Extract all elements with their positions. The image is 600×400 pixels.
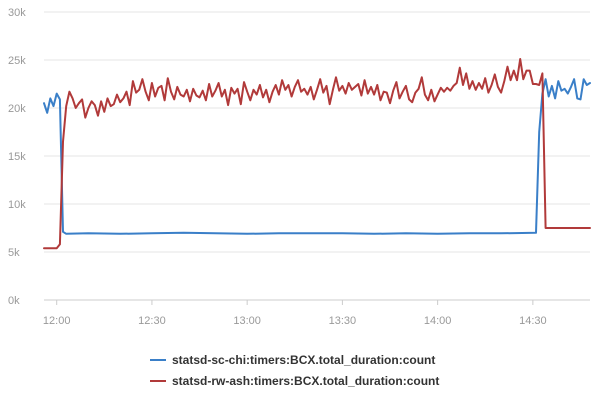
y-tick-label: 25k <box>8 55 26 67</box>
y-tick-label: 0k <box>8 295 20 307</box>
y-tick-label: 30k <box>8 7 26 19</box>
series-line-2[interactable] <box>43 58 591 250</box>
legend-item-series-2[interactable]: statsd-rw-ash:timers:BCX.total_duration:… <box>150 370 570 391</box>
x-tick-label: 14:30 <box>519 315 547 327</box>
y-tick-label: 15k <box>8 151 26 163</box>
y-axis-labels: 0k 5k 10k 15k 20k 25k 30k <box>8 7 26 307</box>
line-chart: 12:00 12:30 13:00 13:30 14:00 14:30 0k 5k 10k 15… <box>8 7 591 327</box>
x-tick-label: 13:30 <box>329 315 357 327</box>
legend-label-series-2: statsd-rw-ash:timers:BCX.total_duration:… <box>172 373 440 388</box>
x-tick-label: 12:00 <box>43 315 71 327</box>
legend-item-series-1[interactable]: statsd-sc-chi:timers:BCX.total_duration:… <box>150 349 570 370</box>
x-tick-label: 13:00 <box>233 315 261 327</box>
series-line-1[interactable] <box>43 78 591 235</box>
series-lines <box>43 58 591 250</box>
x-axis: 12:00 12:30 13:00 13:30 14:00 14:30 <box>43 300 547 327</box>
x-tick-label: 14:00 <box>424 315 452 327</box>
legend-label-series-1: statsd-sc-chi:timers:BCX.total_duration:… <box>172 352 436 367</box>
legend-swatch-series-2 <box>150 379 166 382</box>
y-tick-label: 10k <box>8 199 26 211</box>
y-tick-label: 20k <box>8 103 26 115</box>
x-tick-label: 12:30 <box>138 315 166 327</box>
legend: statsd-sc-chi:timers:BCX.total_duration:… <box>150 349 570 391</box>
legend-swatch-series-1 <box>150 358 166 361</box>
y-gridlines <box>44 11 590 301</box>
y-tick-label: 5k <box>8 247 20 259</box>
